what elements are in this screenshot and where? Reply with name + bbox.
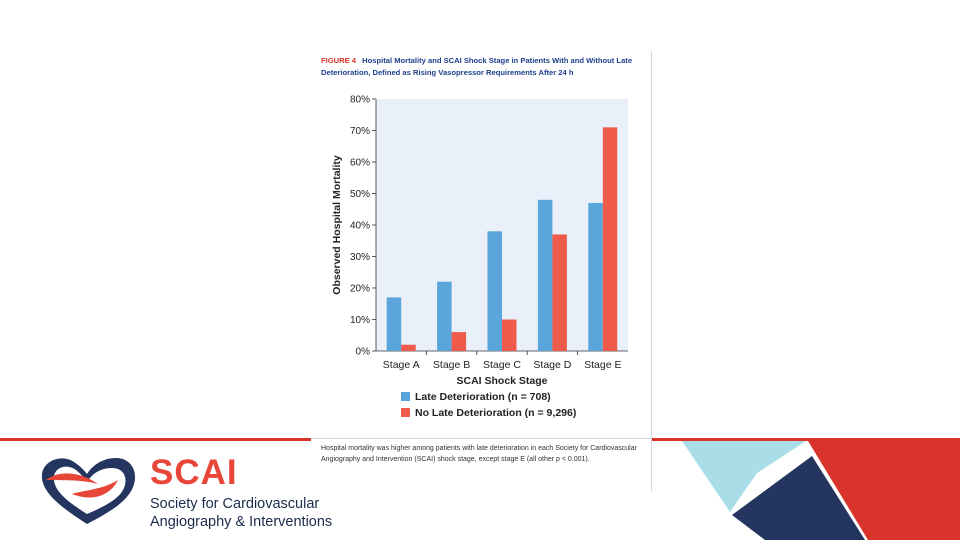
legend-label: No Late Deterioration (n = 9,296) xyxy=(415,407,576,419)
light-blue-stripe xyxy=(682,441,806,512)
y-axis-title: Observed Hospital Mortality xyxy=(331,155,343,295)
red-stripe xyxy=(808,441,960,540)
y-tick-label: 30% xyxy=(350,252,370,263)
y-tick-label: 60% xyxy=(350,158,370,169)
bar-no-late-stage-d xyxy=(552,234,567,351)
x-category-label: Stage D xyxy=(533,359,571,371)
bar-no-late-stage-b xyxy=(451,332,467,351)
legend-label: Late Deterioration (n = 708) xyxy=(415,391,551,403)
logo-wordmark: SCAI xyxy=(150,453,238,492)
y-tick-label: 40% xyxy=(350,221,370,232)
y-tick-label: 70% xyxy=(350,126,370,137)
bar-late-stage-d xyxy=(537,199,553,351)
figure-number: FIGURE 4 xyxy=(321,56,357,65)
figure-caption: Hospital mortality was higher among pati… xyxy=(321,445,637,463)
logo-subtitle-line2: Angiography & Interventions xyxy=(150,514,333,530)
legend-swatch xyxy=(401,408,410,417)
figure-title: FIGURE 4 Hospital Mortality and SCAI Sho… xyxy=(321,55,647,79)
navy-stripe xyxy=(732,456,865,540)
bar-late-stage-a xyxy=(386,297,402,351)
bar-no-late-stage-c xyxy=(502,319,517,351)
bar-late-stage-c xyxy=(487,231,502,351)
x-category-label: Stage A xyxy=(383,359,420,371)
bar-late-stage-b xyxy=(437,281,452,351)
y-tick-label: 80% xyxy=(350,95,370,106)
x-category-label: Stage E xyxy=(584,359,621,371)
bar-no-late-stage-a xyxy=(401,344,416,351)
y-tick-label: 0% xyxy=(356,347,371,358)
legend-swatch xyxy=(401,392,410,401)
logo-subtitle-line1: Society for Cardiovascular xyxy=(150,496,320,512)
x-category-label: Stage C xyxy=(483,359,521,371)
x-axis-title: SCAI Shock Stage xyxy=(456,375,547,387)
scai-heart-logo-icon xyxy=(41,458,136,524)
y-tick-label: 10% xyxy=(350,315,370,326)
bar-chart: 0% 10% 20% 30% 40% 50% 60% 70% 80% Stage A Stage B… xyxy=(331,95,628,419)
y-tick-label: 50% xyxy=(350,189,370,200)
figure-panel: FIGURE 4 Hospital Mortality and SCAI Sho… xyxy=(311,51,652,491)
caption-rule xyxy=(311,438,651,439)
figure-title-text: Hospital Mortality and SCAI Shock Stage … xyxy=(321,56,633,77)
y-tick-label: 20% xyxy=(350,284,370,295)
bar-late-stage-e xyxy=(588,202,603,351)
bar-no-late-stage-e xyxy=(602,127,618,351)
x-category-label: Stage B xyxy=(433,359,470,371)
